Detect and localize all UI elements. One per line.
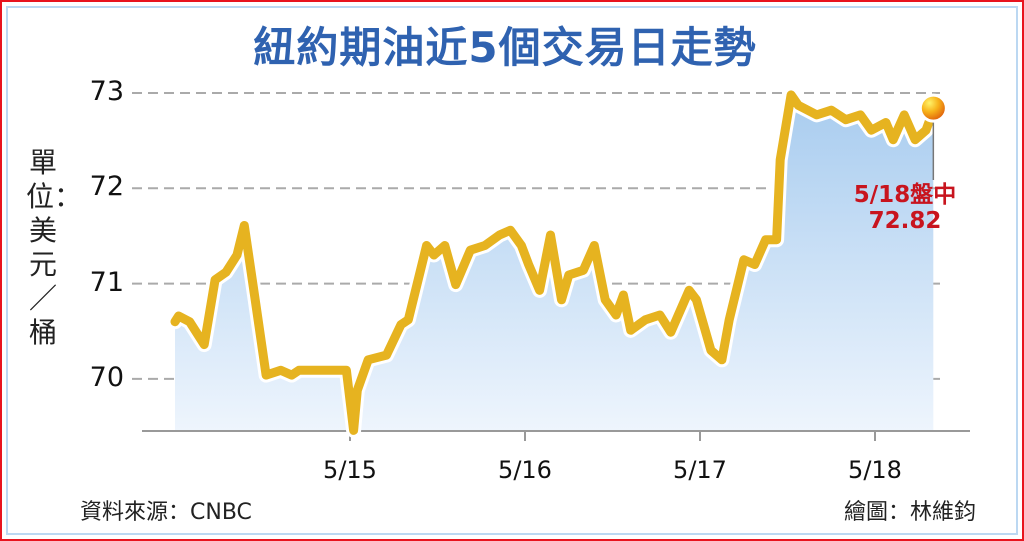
data-point [695,299,697,301]
data-source: 資料來源：CNBC [80,500,252,525]
data-point [710,349,712,351]
data-point [816,114,818,116]
data-point [236,254,238,256]
data-point [670,331,672,333]
data-point [407,319,409,321]
data-point [925,129,927,131]
data-point [455,284,457,286]
data-point [630,329,632,331]
series-line [170,90,938,435]
data-point [870,129,872,131]
data-point [298,369,300,371]
data-point [528,264,530,266]
data-point [568,274,570,276]
x-tick-label: 5/17 [673,456,727,484]
data-point [644,319,646,321]
data-point [688,289,690,291]
data-point [203,344,205,346]
data-point [243,224,245,226]
data-point [433,254,435,256]
last-point-marker [918,93,948,123]
graphic-credit: 繪圖：林維鈞 [843,500,976,525]
data-point [830,109,832,111]
data-point [280,369,282,371]
data-point [469,249,471,251]
data-point [604,299,606,301]
data-point [903,114,905,116]
data-point [550,234,552,236]
data-point [539,289,541,291]
data-point [291,374,293,376]
data-point [779,159,781,161]
data-point [797,104,799,106]
data-point [367,359,369,361]
data-point [385,354,387,356]
data-point [225,271,227,273]
data-point [743,259,745,261]
data-point [728,319,730,321]
data-point [484,244,486,246]
chart-inner-border [6,6,1018,535]
data-point [498,234,500,236]
data-point [353,429,355,431]
annotation-label: 5/18盤中 [853,182,957,208]
data-point [593,244,595,246]
data-point [509,229,511,231]
data-point [615,314,617,316]
y-tick-label: 72 [89,171,124,203]
x-tick-label: 5/16 [498,456,552,484]
data-point [214,279,216,281]
data-point [790,94,792,96]
data-point [914,139,916,141]
data-point [356,389,358,391]
data-point [659,314,661,316]
data-point [582,269,584,271]
y-tick-label: 73 [89,76,124,107]
x-tick-label: 5/15 [323,456,377,484]
data-point [444,244,446,246]
chart-title: 紐約期油近5個交易日走勢 [253,23,757,72]
data-point [622,294,624,296]
x-tick-label: 5/18 [848,456,902,484]
data-point [776,239,778,241]
annotation-value: 72.82 [868,208,942,234]
y-tick-label: 71 [89,266,124,298]
data-point [721,359,723,361]
data-point [845,119,847,121]
data-point [345,369,347,371]
annotation: 5/18盤中 72.82 [850,182,960,234]
data-point [859,114,861,116]
data-point [189,321,191,323]
data-point [765,239,767,241]
data-point [426,244,428,246]
data-point [520,244,522,246]
y-axis-label: 單位：美元／桶 [26,146,83,349]
data-point [265,374,267,376]
data-point [400,324,402,326]
data-point [754,264,756,266]
data-point [892,139,894,141]
data-point [174,321,176,323]
data-point [885,122,887,124]
y-tick-label: 70 [89,361,124,393]
data-point [560,299,562,301]
data-point [254,299,256,301]
data-point [178,315,180,317]
